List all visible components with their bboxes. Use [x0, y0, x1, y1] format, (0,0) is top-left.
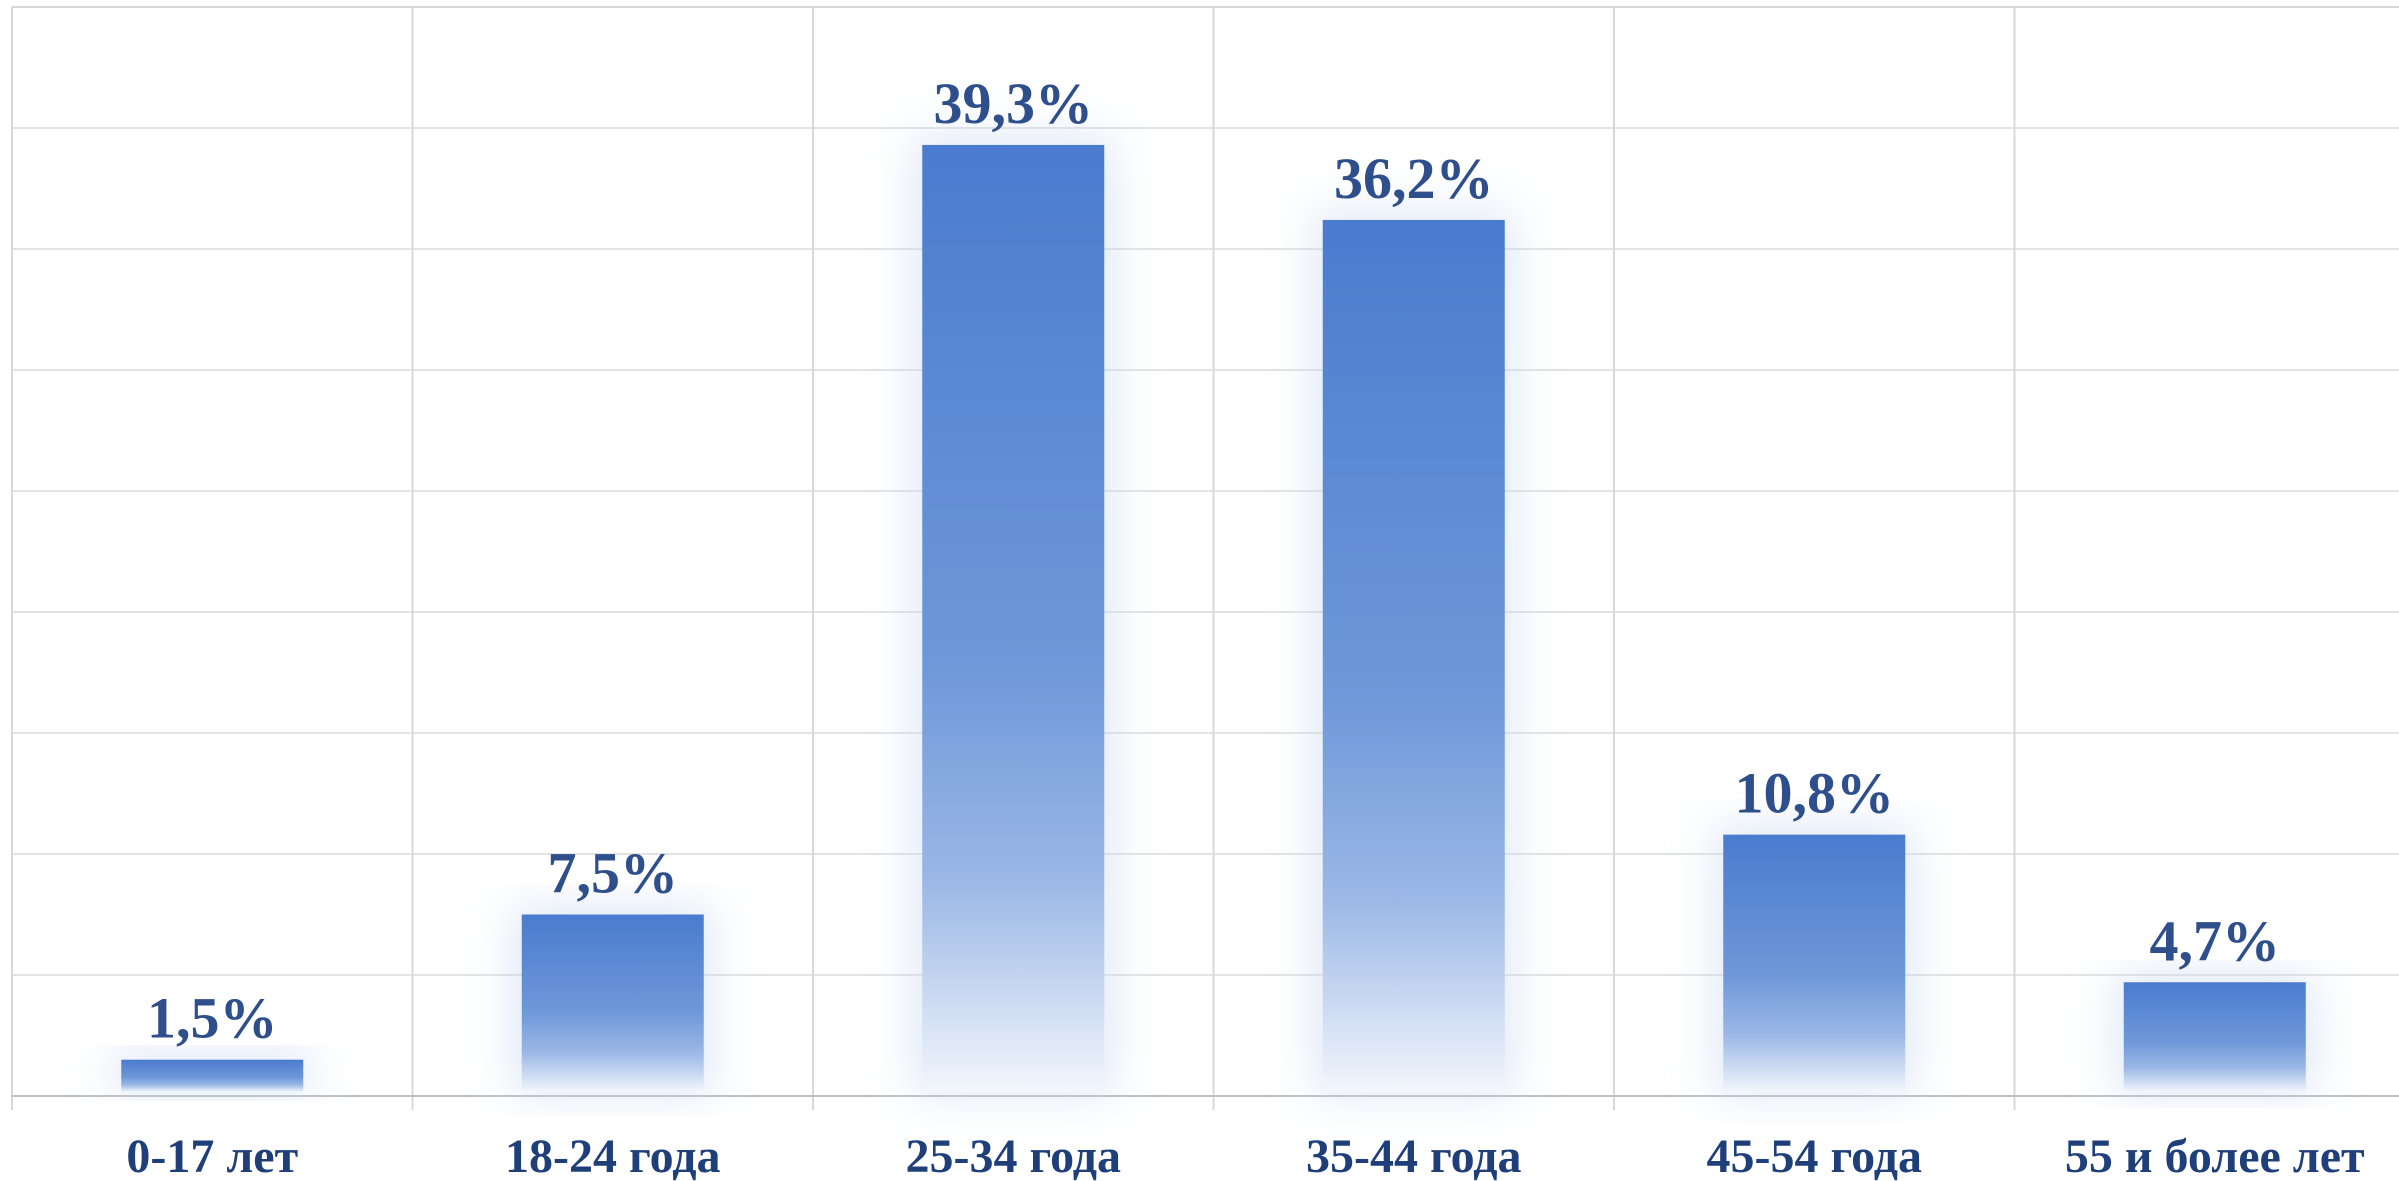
- bar-2[interactable]: [521, 914, 704, 1093]
- data-label-6: 4,7%: [2150, 908, 2281, 973]
- x-tick-label-2: 18-24 года: [505, 1130, 720, 1181]
- data-label-1: 1,5%: [147, 986, 278, 1051]
- bar-1[interactable]: [121, 1059, 304, 1092]
- x-tick-label-4: 35-44 года: [1306, 1130, 1521, 1181]
- x-tick-label-5: 45-54 года: [1707, 1130, 1922, 1181]
- bars: [111, 134, 2316, 1096]
- data-label-2: 7,5%: [548, 841, 679, 906]
- grid: [11, 6, 2399, 1110]
- bar-4[interactable]: [1322, 219, 1505, 1092]
- bar-6[interactable]: [2123, 982, 2306, 1092]
- x-tick-label-6: 55 и более лет: [2065, 1130, 2365, 1181]
- x-tick-label-3: 25-34 года: [906, 1130, 1121, 1181]
- bar-3[interactable]: [922, 144, 1105, 1092]
- bar-5[interactable]: [1723, 834, 1906, 1092]
- data-label-5: 10,8%: [1735, 761, 1895, 826]
- data-label-3: 39,3%: [934, 71, 1094, 136]
- x-axis-ticks: 0-17 лет 18-24 года 25-34 года 35-44 года 45…: [126, 1130, 2364, 1181]
- value-labels: 1,5% 7,5% 39,3% 36,2% 10,8% 4,7%: [147, 71, 2280, 1051]
- x-tick-label-1: 0-17 лет: [126, 1130, 298, 1181]
- data-label-4: 36,2%: [1334, 146, 1494, 211]
